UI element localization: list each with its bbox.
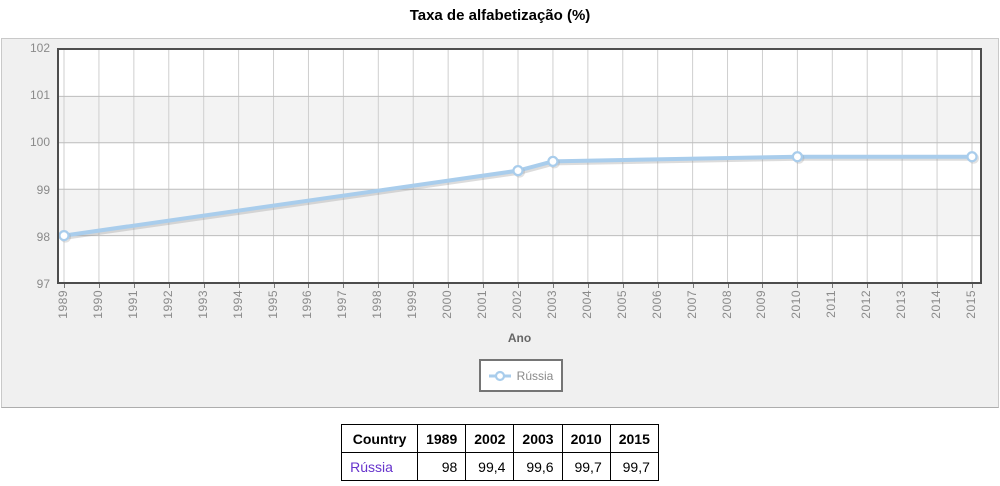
x-tick-label: 2004 <box>579 290 594 319</box>
x-tick-mark <box>168 284 170 288</box>
y-tick-label: 99 <box>36 182 50 197</box>
value-cell: 99,4 <box>465 452 515 481</box>
x-tick-label: 2008 <box>719 290 734 319</box>
x-tick-mark <box>378 284 380 288</box>
x-tick-mark <box>238 284 240 288</box>
x-tick-mark <box>622 284 624 288</box>
x-tick-label: 2005 <box>614 290 629 319</box>
y-tick-label: 97 <box>36 277 50 291</box>
x-tick-label: 2011 <box>824 290 839 318</box>
line-chart <box>59 50 980 282</box>
country-link[interactable]: Rússia <box>350 458 393 475</box>
x-tick-label: 1989 <box>56 290 70 319</box>
x-tick-label: 2003 <box>544 290 559 319</box>
x-tick-label: 2012 <box>859 290 874 319</box>
x-tick-mark <box>203 284 205 288</box>
legend-marker-icon <box>488 370 511 381</box>
x-tick-label: 1999 <box>405 290 420 319</box>
x-tick-mark <box>64 284 65 288</box>
x-tick-label: 1997 <box>335 290 350 319</box>
x-tick-mark <box>273 284 275 288</box>
x-tick-mark <box>98 284 100 288</box>
value-cell: 99,6 <box>513 452 563 481</box>
x-tick-label: 2002 <box>510 290 524 319</box>
x-tick-mark <box>692 284 694 288</box>
table-body: Rússia 98 99,4 99,6 99,7 99,7 <box>341 452 659 481</box>
table-header-cell: 2002 <box>465 424 515 453</box>
x-tick-label: 1995 <box>265 290 280 319</box>
chart-title: Taxa de alfabetização (%) <box>409 7 591 24</box>
chart-panel: 102 101 100 99 98 97 1989 1990 1991 1992 1993 1994… <box>1 38 999 408</box>
x-tick-label: 2000 <box>440 290 455 319</box>
x-tick-label: 1996 <box>300 290 315 319</box>
x-tick-label: 2014 <box>929 290 944 319</box>
x-tick-mark <box>587 284 589 288</box>
table-header-row: Country 1989 2002 2003 2010 2015 <box>341 424 659 453</box>
x-tick-label: 1990 <box>90 290 105 319</box>
x-axis-title: Ano <box>507 331 532 345</box>
table-header-cell: 1989 <box>417 424 467 453</box>
x-tick-mark <box>448 284 450 288</box>
plot-area <box>57 48 982 284</box>
table-header-cell: 2003 <box>513 424 563 453</box>
y-tick-label: 98 <box>36 229 50 244</box>
x-tick-label: 1991 <box>125 290 140 319</box>
x-tick-label: 2009 <box>754 290 769 319</box>
x-tick-mark <box>343 284 345 288</box>
table-header-cell: 2010 <box>561 424 611 453</box>
x-tick-label: 1998 <box>370 290 385 319</box>
x-tick-mark <box>518 284 519 288</box>
x-tick-mark <box>657 284 659 288</box>
x-tick-mark <box>413 284 415 288</box>
table-header-cell: 2015 <box>609 424 659 453</box>
x-tick-mark <box>308 284 310 288</box>
x-tick-label: 2001 <box>475 290 490 319</box>
x-tick-mark <box>867 284 869 288</box>
x-tick-mark <box>902 284 904 288</box>
y-tick-label: 101 <box>29 88 50 103</box>
table-row: Rússia 98 99,4 99,6 99,7 99,7 <box>341 452 659 481</box>
summary-table: Country 1989 2002 2003 2010 2015 Rússia 98 99,4… <box>341 424 659 481</box>
x-tick-label: 2015 <box>964 290 978 319</box>
x-tick-mark <box>727 284 729 288</box>
x-tick-label: 2010 <box>789 290 804 319</box>
x-tick-mark <box>972 284 973 288</box>
value-cell: 99,7 <box>609 452 659 481</box>
x-tick-mark <box>797 284 799 288</box>
legend-label: Rússia <box>516 368 554 383</box>
x-tick-label: 2006 <box>649 290 664 319</box>
x-tick-label: 1992 <box>160 290 175 319</box>
x-tick-mark <box>483 284 485 288</box>
legend-box[interactable]: Rússia <box>479 359 563 392</box>
x-tick-mark <box>937 284 939 288</box>
value-cell: 98 <box>417 452 467 481</box>
x-tick-mark <box>832 284 834 288</box>
x-tick-mark <box>552 284 554 288</box>
x-tick-label: 1994 <box>230 290 245 319</box>
y-tick-label: 100 <box>29 135 50 150</box>
y-tick-label: 102 <box>29 41 50 55</box>
x-tick-label: 2013 <box>894 290 909 319</box>
x-tick-label: 1993 <box>195 290 210 319</box>
x-tick-label: 2007 <box>684 290 699 319</box>
value-cell: 99,7 <box>561 452 611 481</box>
x-tick-mark <box>133 284 135 288</box>
country-cell: Rússia <box>341 452 419 481</box>
table-header-cell: Country <box>341 424 419 453</box>
x-tick-mark <box>762 284 764 288</box>
